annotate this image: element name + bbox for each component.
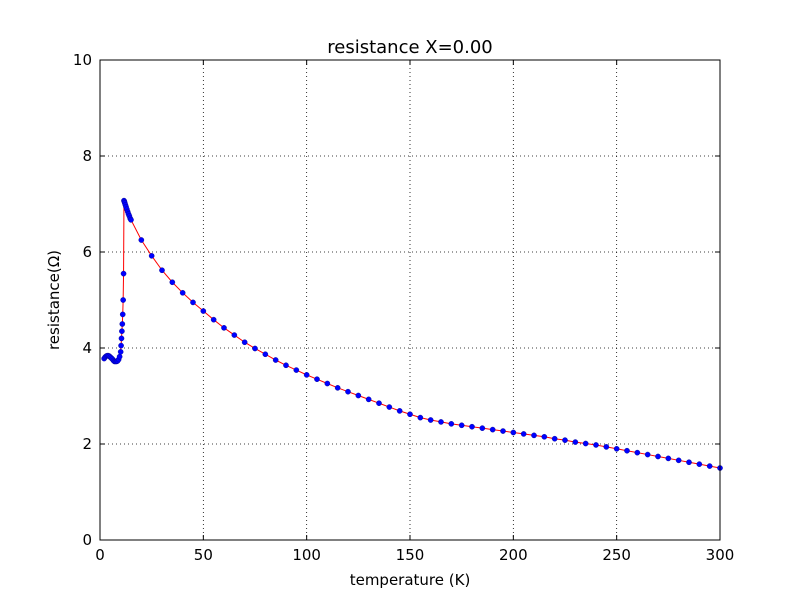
data-point xyxy=(210,316,217,323)
y-tick-label: 6 xyxy=(82,243,92,261)
data-point xyxy=(159,267,165,274)
y-tick-label: 0 xyxy=(82,531,92,549)
data-point xyxy=(120,270,127,277)
data-point xyxy=(118,335,125,342)
x-axis-label: temperature (K) xyxy=(350,571,471,589)
y-tick-label: 10 xyxy=(73,51,92,69)
data-point xyxy=(396,408,403,414)
x-tick-label: 250 xyxy=(602,546,631,564)
data-point xyxy=(675,457,682,464)
data-point xyxy=(469,423,475,430)
data-point xyxy=(686,459,692,466)
data-point xyxy=(407,411,413,418)
axis-ticks: 0 50 100 150 200 250 300 0 2 4 6 8 10 xyxy=(73,51,734,564)
data-point xyxy=(355,392,362,399)
y-tick-label: 8 xyxy=(82,147,92,165)
data-point xyxy=(252,345,258,352)
data-point xyxy=(644,451,651,458)
data-point xyxy=(696,461,703,467)
data-point xyxy=(119,328,125,335)
data-point xyxy=(500,428,506,434)
data-point xyxy=(272,357,279,363)
data-point xyxy=(541,433,548,440)
data-point xyxy=(324,380,331,387)
data-point xyxy=(562,437,568,443)
data-point xyxy=(128,217,134,223)
data-point xyxy=(117,349,124,355)
data-point xyxy=(634,449,641,456)
data-point xyxy=(613,445,620,452)
data-point xyxy=(365,396,372,403)
data-point xyxy=(118,342,124,349)
x-tick-label: 200 xyxy=(499,546,528,564)
data-point xyxy=(603,444,610,450)
data-point xyxy=(655,453,661,460)
data-point xyxy=(520,431,527,437)
x-tick-label: 50 xyxy=(194,546,213,564)
data-point xyxy=(345,388,351,395)
data-point xyxy=(448,421,455,427)
chart-title: resistance X=0.00 xyxy=(327,37,493,58)
data-point xyxy=(417,414,424,421)
y-tick-label: 4 xyxy=(82,339,92,357)
data-point xyxy=(314,376,320,383)
data-point xyxy=(582,440,589,447)
data-point xyxy=(231,332,238,338)
y-axis-label: resistance(Ω) xyxy=(45,250,63,350)
data-point xyxy=(572,439,579,445)
x-tick-label: 100 xyxy=(292,546,321,564)
data-point xyxy=(510,429,517,436)
data-point xyxy=(458,422,465,429)
data-point xyxy=(624,447,630,454)
data-point xyxy=(200,308,207,314)
data-point xyxy=(489,426,496,433)
data-point xyxy=(120,297,126,303)
data-point xyxy=(303,372,310,378)
data-point xyxy=(665,455,672,462)
plot-area xyxy=(101,197,723,471)
data-point xyxy=(551,435,558,442)
data-point xyxy=(169,279,176,286)
data-point xyxy=(531,432,537,439)
data-point xyxy=(706,463,713,469)
data-point xyxy=(479,425,486,431)
data-point xyxy=(148,253,155,259)
data-point xyxy=(427,417,434,423)
data-point xyxy=(179,289,186,296)
data-point xyxy=(138,237,145,243)
data-point xyxy=(119,321,126,327)
x-tick-label: 300 xyxy=(706,546,735,564)
grid xyxy=(100,60,720,540)
data-point xyxy=(438,419,444,425)
data-point xyxy=(593,442,599,448)
data-point xyxy=(386,404,393,410)
data-point xyxy=(293,367,300,373)
data-point xyxy=(334,385,341,391)
y-tick-label: 2 xyxy=(82,435,92,453)
data-point xyxy=(119,311,126,318)
data-point xyxy=(190,299,196,306)
data-point xyxy=(376,400,382,407)
data-point xyxy=(116,353,123,360)
data-point xyxy=(241,339,248,346)
x-tick-label: 150 xyxy=(396,546,425,564)
x-tick-label: 0 xyxy=(95,546,105,564)
data-point xyxy=(221,325,227,331)
data-point xyxy=(262,351,269,358)
data-point xyxy=(283,362,289,369)
